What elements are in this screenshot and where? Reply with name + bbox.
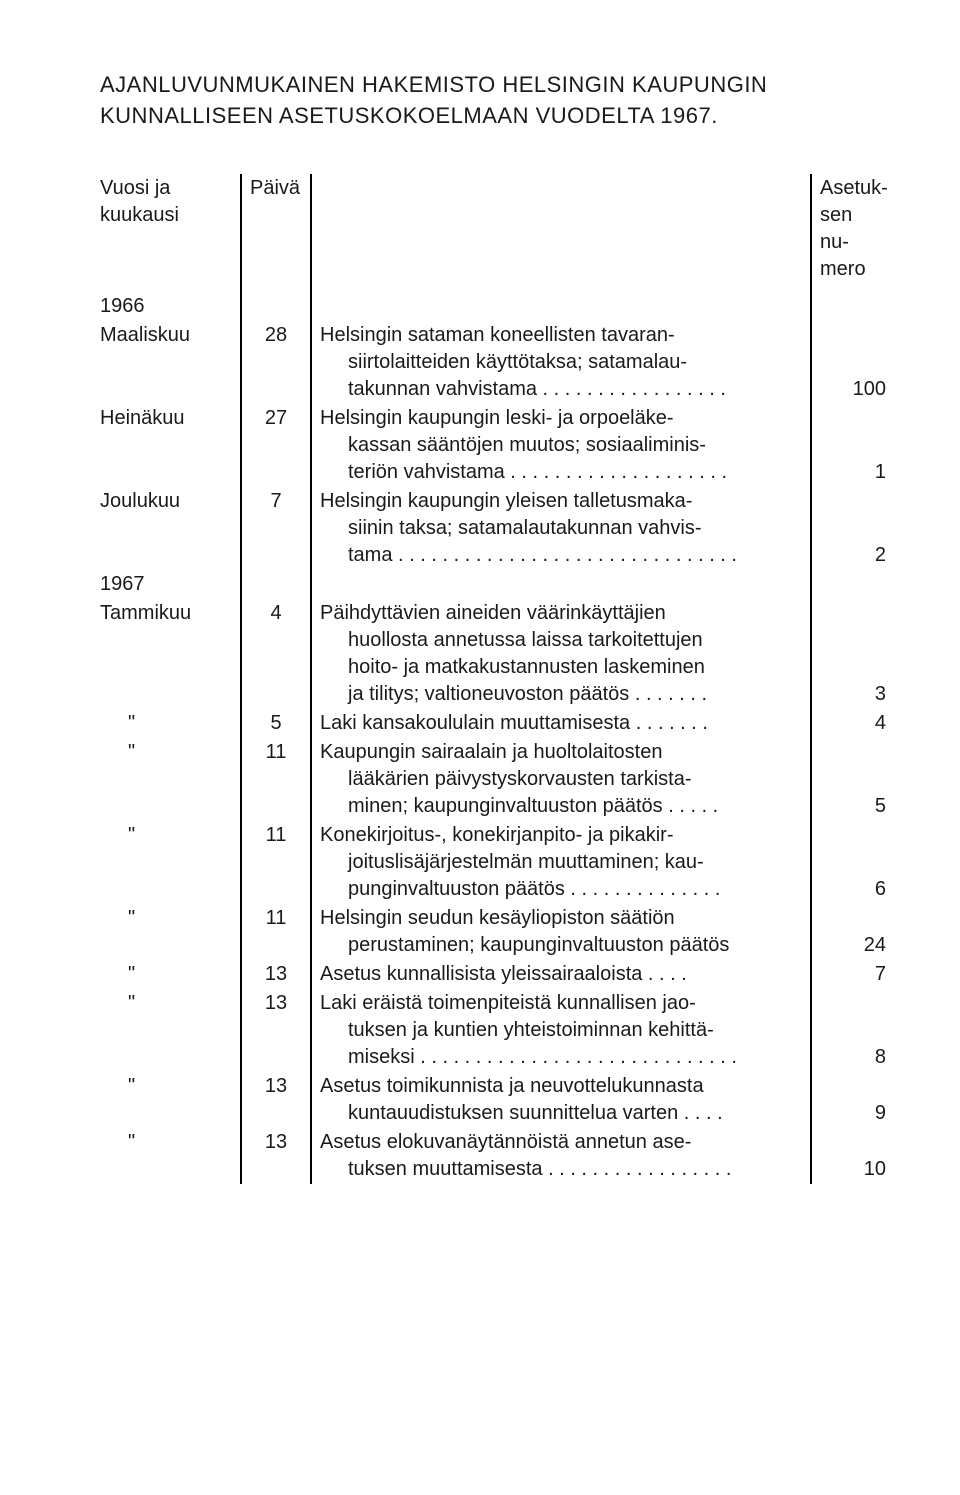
desc-line-cont: hoito- ja matkakustannusten laskeminen [320, 654, 802, 681]
desc-line-cont: teriön vahvistama . . . . . . . . . . . … [320, 459, 802, 486]
month-name: Joulukuu [100, 487, 240, 570]
desc-line-cont: perustaminen; kaupunginvaltuuston päätös [320, 932, 802, 959]
desc-line-first: Laki eräistä toimenpiteistä kunnallisen … [320, 990, 802, 1017]
desc-line-cont: ja tilitys; valtioneuvoston päätös . . .… [320, 681, 802, 708]
col-header-day: Päivä [240, 174, 310, 284]
desc-line-first: Asetus elokuvanäytännöistä annetun ase- [320, 1129, 802, 1156]
empty [810, 570, 900, 599]
month-ditto: " [100, 989, 240, 1072]
regulation-number: 7 [810, 960, 900, 989]
desc-line-first: Konekirjoitus-, konekirjanpito- ja pikak… [320, 822, 802, 849]
regulation-number: 3 [810, 599, 900, 709]
month-ditto: " [100, 1128, 240, 1184]
empty [310, 292, 810, 321]
regulation-number: 6 [810, 821, 900, 904]
entry-description: Asetus kunnallisista yleissairaaloista .… [310, 960, 810, 989]
entry-description: Asetus elokuvanäytännöistä annetun ase-t… [310, 1128, 810, 1184]
desc-line-cont: lääkärien päivystyskorvausten tarkista- [320, 766, 802, 793]
empty [240, 292, 310, 321]
entry-description: Helsingin sataman koneellisten tavaran-s… [310, 321, 810, 404]
desc-line-cont: kuntauudistuksen suunnittelua varten . .… [320, 1100, 802, 1127]
regulation-number: 5 [810, 738, 900, 821]
desc-line-cont: tuksen muuttamisesta . . . . . . . . . .… [320, 1156, 802, 1183]
desc-line-cont: tuksen ja kuntien yhteistoiminnan kehitt… [320, 1017, 802, 1044]
desc-line-cont: joituslisäjärjestelmän muuttaminen; kau- [320, 849, 802, 876]
regulation-number: 24 [810, 904, 900, 960]
spacer [100, 284, 240, 292]
desc-line-cont: siirtolaitteiden käyttötaksa; satamalau- [320, 349, 802, 376]
day-number: 28 [240, 321, 310, 404]
desc-line-cont: takunnan vahvistama . . . . . . . . . . … [320, 376, 802, 403]
spacer [240, 284, 310, 292]
month-ditto: " [100, 904, 240, 960]
desc-line-cont: kassan sääntöjen muutos; sosiaaliminis- [320, 432, 802, 459]
entry-description: Konekirjoitus-, konekirjanpito- ja pikak… [310, 821, 810, 904]
col-header-month: Vuosi ja kuukausi [100, 174, 240, 284]
desc-line-first: Kaupungin sairaalain ja huoltolaitosten [320, 739, 802, 766]
day-number: 5 [240, 709, 310, 738]
month-ditto: " [100, 709, 240, 738]
desc-line-cont: tama . . . . . . . . . . . . . . . . . .… [320, 542, 802, 569]
desc-line-cont: miseksi . . . . . . . . . . . . . . . . … [320, 1044, 802, 1071]
entry-description: Helsingin seudun kesäyliopiston säätiönp… [310, 904, 810, 960]
desc-line-first: Helsingin seudun kesäyliopiston säätiön [320, 905, 802, 932]
empty [240, 570, 310, 599]
regulation-number: 4 [810, 709, 900, 738]
month-ditto: " [100, 1072, 240, 1128]
day-number: 13 [240, 1072, 310, 1128]
day-number: 7 [240, 487, 310, 570]
desc-line-first: Helsingin kaupungin leski- ja orpoeläke- [320, 405, 802, 432]
day-number: 13 [240, 989, 310, 1072]
day-number: 13 [240, 960, 310, 989]
regulation-number: 1 [810, 404, 900, 487]
spacer [310, 284, 810, 292]
entry-description: Helsingin kaupungin yleisen talletusmaka… [310, 487, 810, 570]
regulation-number: 9 [810, 1072, 900, 1128]
desc-line-first: Helsingin sataman koneellisten tavaran- [320, 322, 802, 349]
year-heading: 1966 [100, 292, 240, 321]
page-title: AJANLUVUNMUKAINEN HAKEMISTO HELSINGIN KA… [100, 70, 900, 132]
desc-line-first: Asetus toimikunnista ja neuvottelukunnas… [320, 1073, 802, 1100]
day-number: 11 [240, 738, 310, 821]
col-header-num: Asetuk- sen nu- mero [810, 174, 900, 284]
day-number: 13 [240, 1128, 310, 1184]
desc-line-cont: punginvaltuuston päätös . . . . . . . . … [320, 876, 802, 903]
desc-line-cont: minen; kaupunginvaltuuston päätös . . . … [320, 793, 802, 820]
desc-line-first: Laki kansakoululain muuttamisesta . . . … [320, 710, 802, 737]
desc-line-first: Asetus kunnallisista yleissairaaloista .… [320, 961, 802, 988]
entry-description: Kaupungin sairaalain ja huoltolaitostenl… [310, 738, 810, 821]
month-ditto: " [100, 960, 240, 989]
entry-description: Helsingin kaupungin leski- ja orpoeläke-… [310, 404, 810, 487]
index-table: Vuosi ja kuukausi Päivä Asetuk- sen nu- … [100, 174, 900, 1184]
empty [810, 292, 900, 321]
entry-description: Laki eräistä toimenpiteistä kunnallisen … [310, 989, 810, 1072]
desc-line-cont: huollosta annetussa laissa tarkoitettuje… [320, 627, 802, 654]
month-ditto: " [100, 738, 240, 821]
regulation-number: 8 [810, 989, 900, 1072]
month-ditto: " [100, 821, 240, 904]
day-number: 27 [240, 404, 310, 487]
col-header-desc [310, 174, 810, 284]
regulation-number: 10 [810, 1128, 900, 1184]
day-number: 11 [240, 821, 310, 904]
desc-line-first: Päihdyttävien aineiden väärinkäyttäjien [320, 600, 802, 627]
year-heading: 1967 [100, 570, 240, 599]
title-line-1: AJANLUVUNMUKAINEN HAKEMISTO HELSINGIN KA… [100, 72, 767, 97]
title-line-2: KUNNALLISEEN ASETUSKOKOELMAAN VUODELTA 1… [100, 103, 718, 128]
entry-description: Asetus toimikunnista ja neuvottelukunnas… [310, 1072, 810, 1128]
month-name: Maaliskuu [100, 321, 240, 404]
desc-line-first: Helsingin kaupungin yleisen talletusmaka… [320, 488, 802, 515]
empty [310, 570, 810, 599]
entry-description: Laki kansakoululain muuttamisesta . . . … [310, 709, 810, 738]
month-name: Heinäkuu [100, 404, 240, 487]
desc-line-cont: siinin taksa; satamalautakunnan vahvis- [320, 515, 802, 542]
month-name: Tammikuu [100, 599, 240, 709]
regulation-number: 100 [810, 321, 900, 404]
entry-description: Päihdyttävien aineiden väärinkäyttäjienh… [310, 599, 810, 709]
regulation-number: 2 [810, 487, 900, 570]
spacer [810, 284, 900, 292]
day-number: 11 [240, 904, 310, 960]
day-number: 4 [240, 599, 310, 709]
